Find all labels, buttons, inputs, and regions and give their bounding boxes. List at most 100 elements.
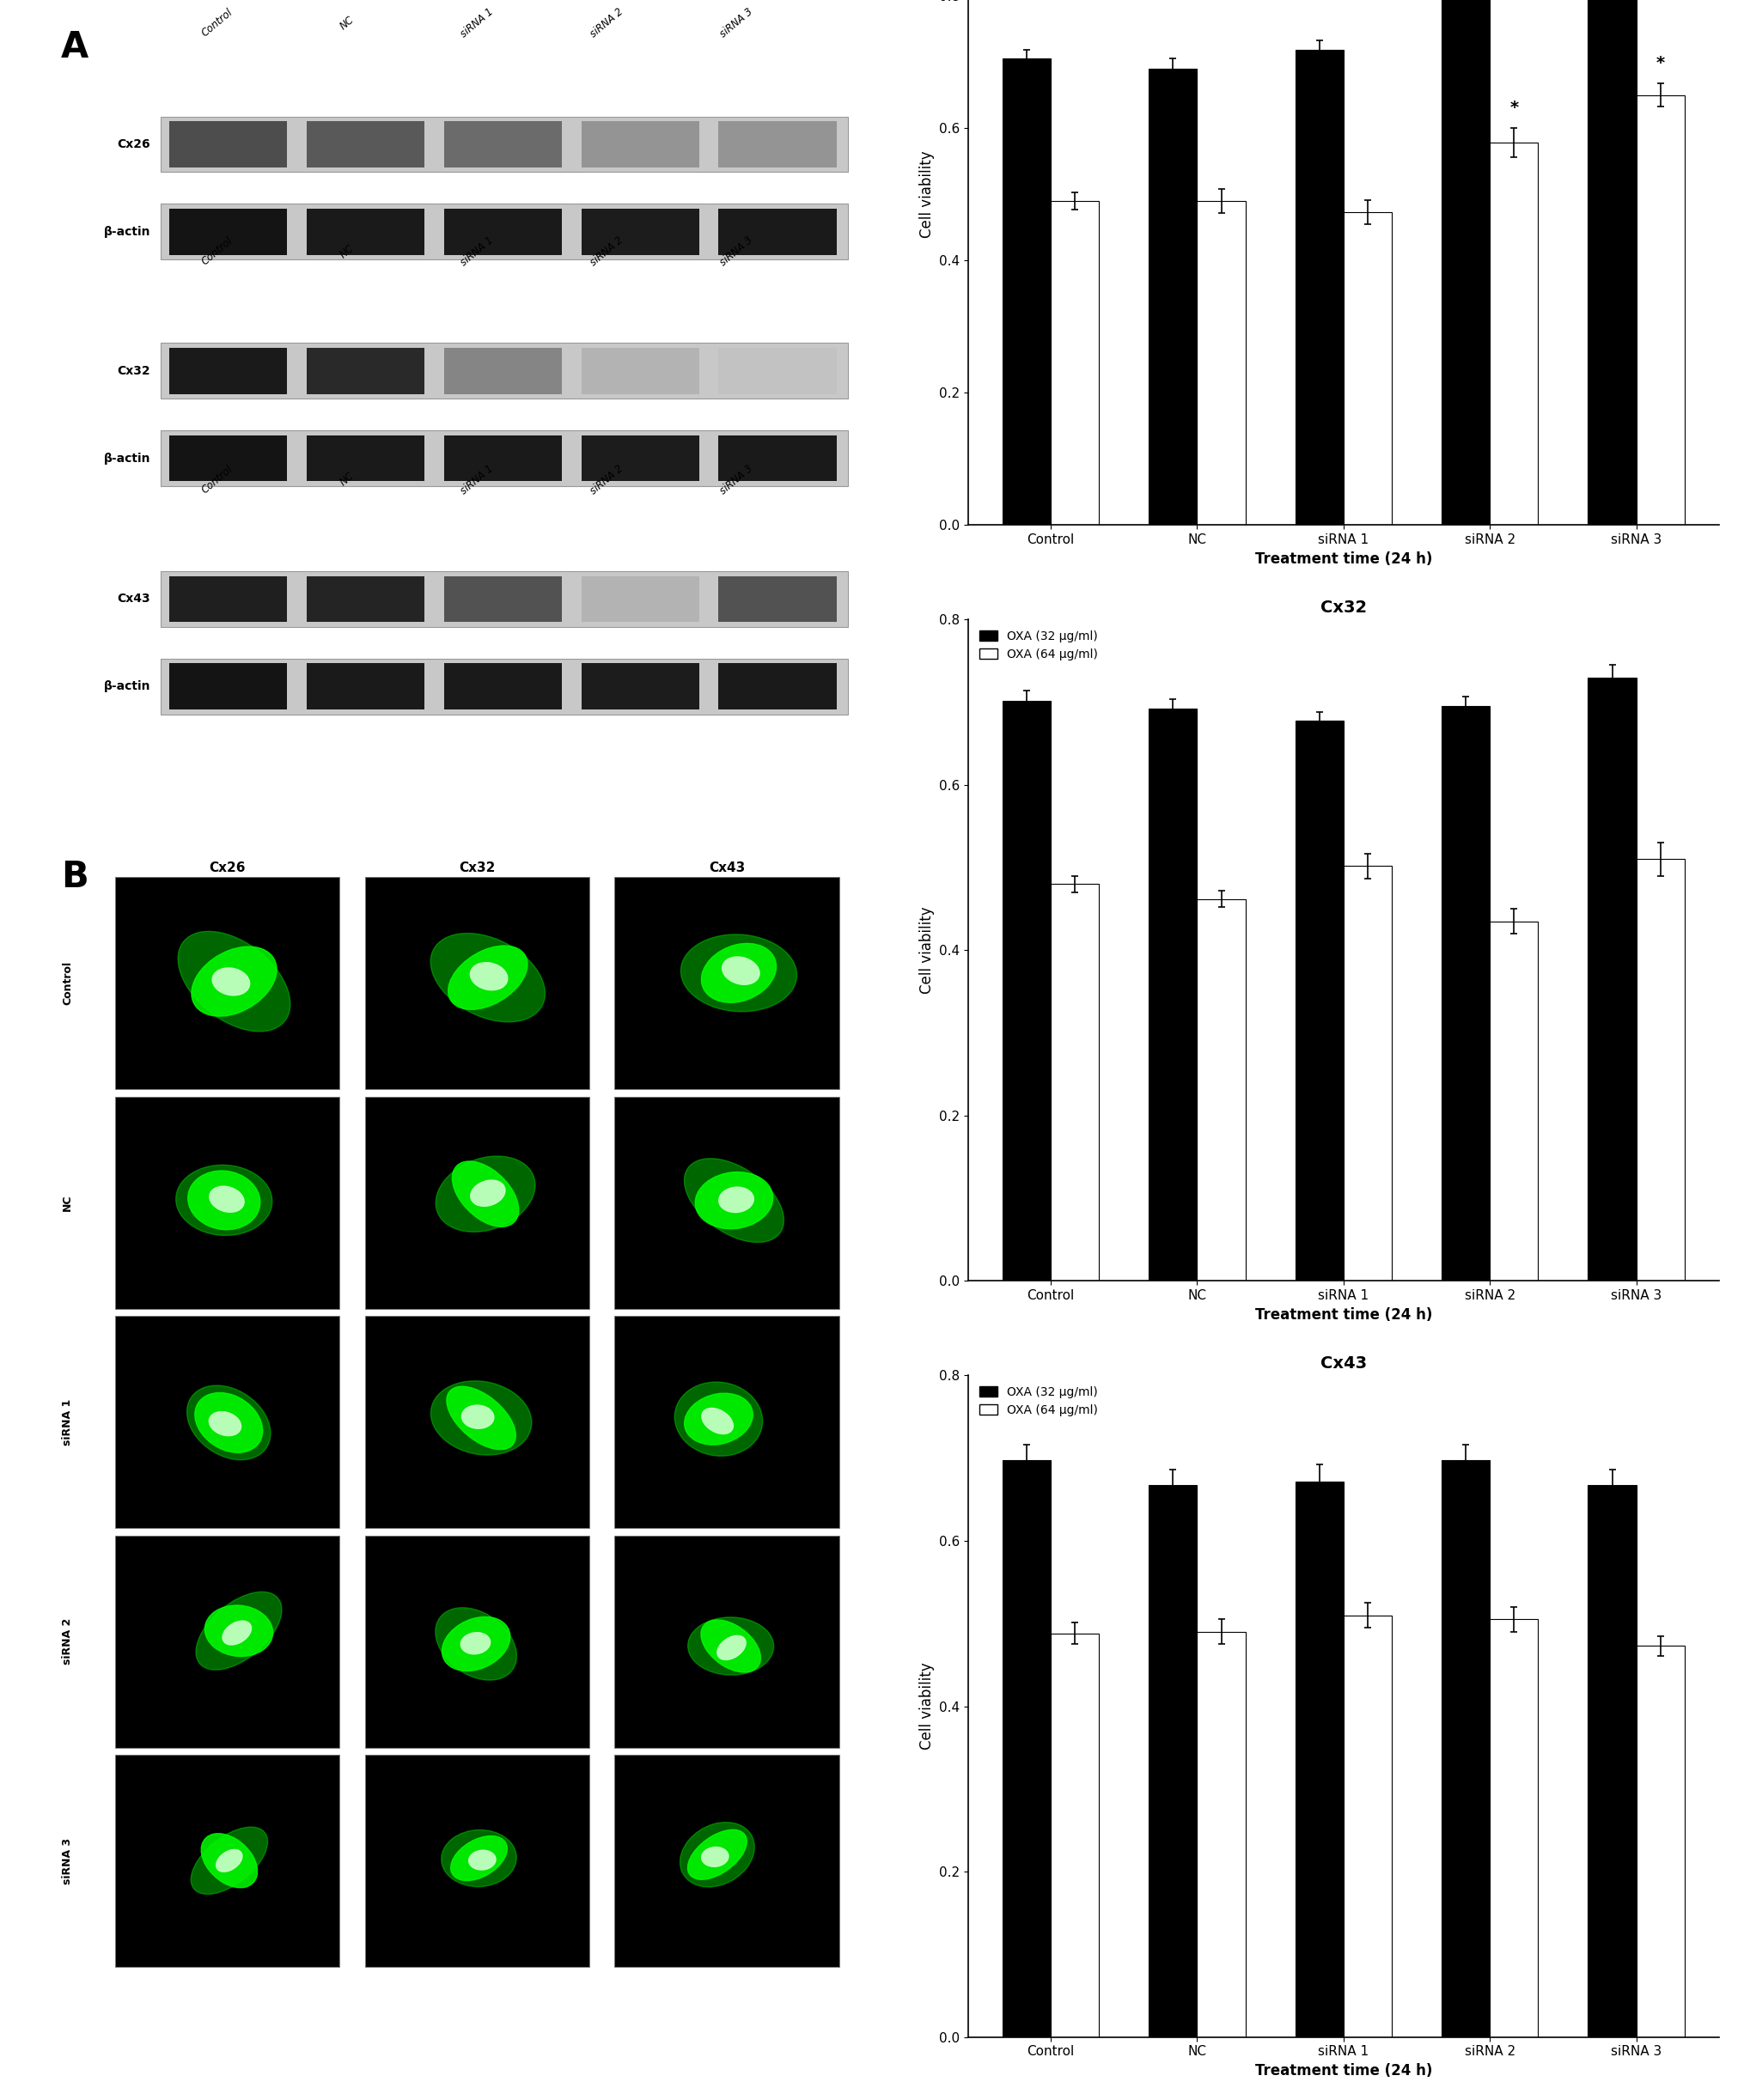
Bar <box>307 664 424 710</box>
Text: siRNA 3: siRNA 3 <box>719 462 755 496</box>
Text: siRNA 2: siRNA 2 <box>588 462 624 496</box>
Bar <box>307 349 424 395</box>
Ellipse shape <box>684 1159 783 1243</box>
Bar <box>307 435 424 481</box>
Bar <box>160 659 848 714</box>
Ellipse shape <box>675 1382 762 1455</box>
Text: siRNA 2: siRNA 2 <box>588 235 624 269</box>
Text: *: * <box>1509 101 1517 116</box>
Y-axis label: Cell viability: Cell viability <box>919 151 935 237</box>
Bar <box>1050 884 1099 1281</box>
Bar <box>160 116 848 172</box>
Ellipse shape <box>201 1833 258 1888</box>
Bar <box>1003 1460 1050 2037</box>
X-axis label: Treatment time (24 h): Treatment time (24 h) <box>1254 1306 1432 1323</box>
Ellipse shape <box>684 1392 752 1445</box>
Legend: OXA (32 μg/ml), OXA (64 μg/ml): OXA (32 μg/ml), OXA (64 μg/ml) <box>973 626 1102 666</box>
Ellipse shape <box>190 1827 267 1894</box>
Bar <box>307 208 424 254</box>
Bar <box>581 349 699 395</box>
Ellipse shape <box>680 935 797 1012</box>
Ellipse shape <box>204 1604 272 1657</box>
Text: Control: Control <box>199 464 235 496</box>
Bar <box>115 1535 340 1747</box>
Ellipse shape <box>469 1850 495 1869</box>
Bar <box>581 208 699 254</box>
Bar <box>614 1317 839 1529</box>
Bar <box>364 1535 589 1747</box>
Bar <box>1294 720 1343 1281</box>
Bar <box>443 349 562 395</box>
Bar <box>581 122 699 168</box>
Ellipse shape <box>680 1823 753 1888</box>
Bar <box>1196 1632 1245 2037</box>
Text: siRNA 3: siRNA 3 <box>719 6 755 40</box>
Bar <box>1003 59 1050 525</box>
Bar <box>719 435 837 481</box>
Bar <box>115 1317 340 1529</box>
Ellipse shape <box>701 1848 729 1867</box>
X-axis label: Treatment time (24 h): Treatment time (24 h) <box>1254 550 1432 567</box>
Bar <box>1343 1615 1392 2037</box>
Bar <box>443 122 562 168</box>
Ellipse shape <box>462 1405 494 1428</box>
Bar <box>1050 202 1099 525</box>
Bar <box>1343 212 1392 525</box>
Bar <box>1587 678 1636 1281</box>
Ellipse shape <box>209 1411 241 1436</box>
Bar <box>443 575 562 622</box>
Ellipse shape <box>195 1592 281 1670</box>
Text: β-actin: β-actin <box>103 225 150 237</box>
Bar <box>614 1535 839 1747</box>
Ellipse shape <box>436 1157 535 1233</box>
Bar <box>1587 1485 1636 2037</box>
Text: siRNA 2: siRNA 2 <box>588 6 624 40</box>
Text: Control: Control <box>199 6 235 40</box>
Bar <box>364 878 589 1090</box>
Text: siRNA 1: siRNA 1 <box>459 6 495 40</box>
Text: B: B <box>61 859 87 895</box>
Bar <box>1636 1646 1683 2037</box>
Text: NC: NC <box>338 15 356 32</box>
Ellipse shape <box>450 1835 508 1882</box>
Text: Control: Control <box>61 962 73 1006</box>
Bar <box>614 878 839 1090</box>
Text: siRNA 1: siRNA 1 <box>61 1399 73 1445</box>
Bar <box>307 575 424 622</box>
Text: β-actin: β-actin <box>103 452 150 464</box>
Bar <box>307 122 424 168</box>
Bar <box>581 435 699 481</box>
Ellipse shape <box>719 1186 753 1212</box>
Text: Cx43: Cx43 <box>708 861 745 874</box>
Bar <box>443 435 562 481</box>
Bar <box>169 435 288 481</box>
Bar <box>581 575 699 622</box>
Ellipse shape <box>187 1386 270 1460</box>
Ellipse shape <box>195 1392 263 1453</box>
Ellipse shape <box>446 1386 516 1449</box>
Bar <box>1343 865 1392 1281</box>
Bar <box>169 208 288 254</box>
Bar <box>443 664 562 710</box>
Bar <box>160 571 848 628</box>
Bar <box>1441 706 1489 1281</box>
Text: Cx43: Cx43 <box>117 592 150 605</box>
Bar <box>614 1096 839 1308</box>
Ellipse shape <box>223 1621 251 1644</box>
Bar <box>581 664 699 710</box>
Ellipse shape <box>431 932 544 1023</box>
Ellipse shape <box>209 1186 244 1212</box>
Ellipse shape <box>701 1409 732 1434</box>
Title: Cx32: Cx32 <box>1320 598 1366 615</box>
Bar <box>719 349 837 395</box>
Bar <box>1489 922 1538 1281</box>
Ellipse shape <box>701 943 776 1002</box>
Text: Control: Control <box>199 235 235 267</box>
Bar <box>719 575 837 622</box>
Ellipse shape <box>452 1161 518 1226</box>
Bar <box>1003 701 1050 1281</box>
Ellipse shape <box>717 1636 745 1659</box>
Ellipse shape <box>431 1382 532 1455</box>
Bar <box>169 664 288 710</box>
Text: A: A <box>61 29 89 65</box>
